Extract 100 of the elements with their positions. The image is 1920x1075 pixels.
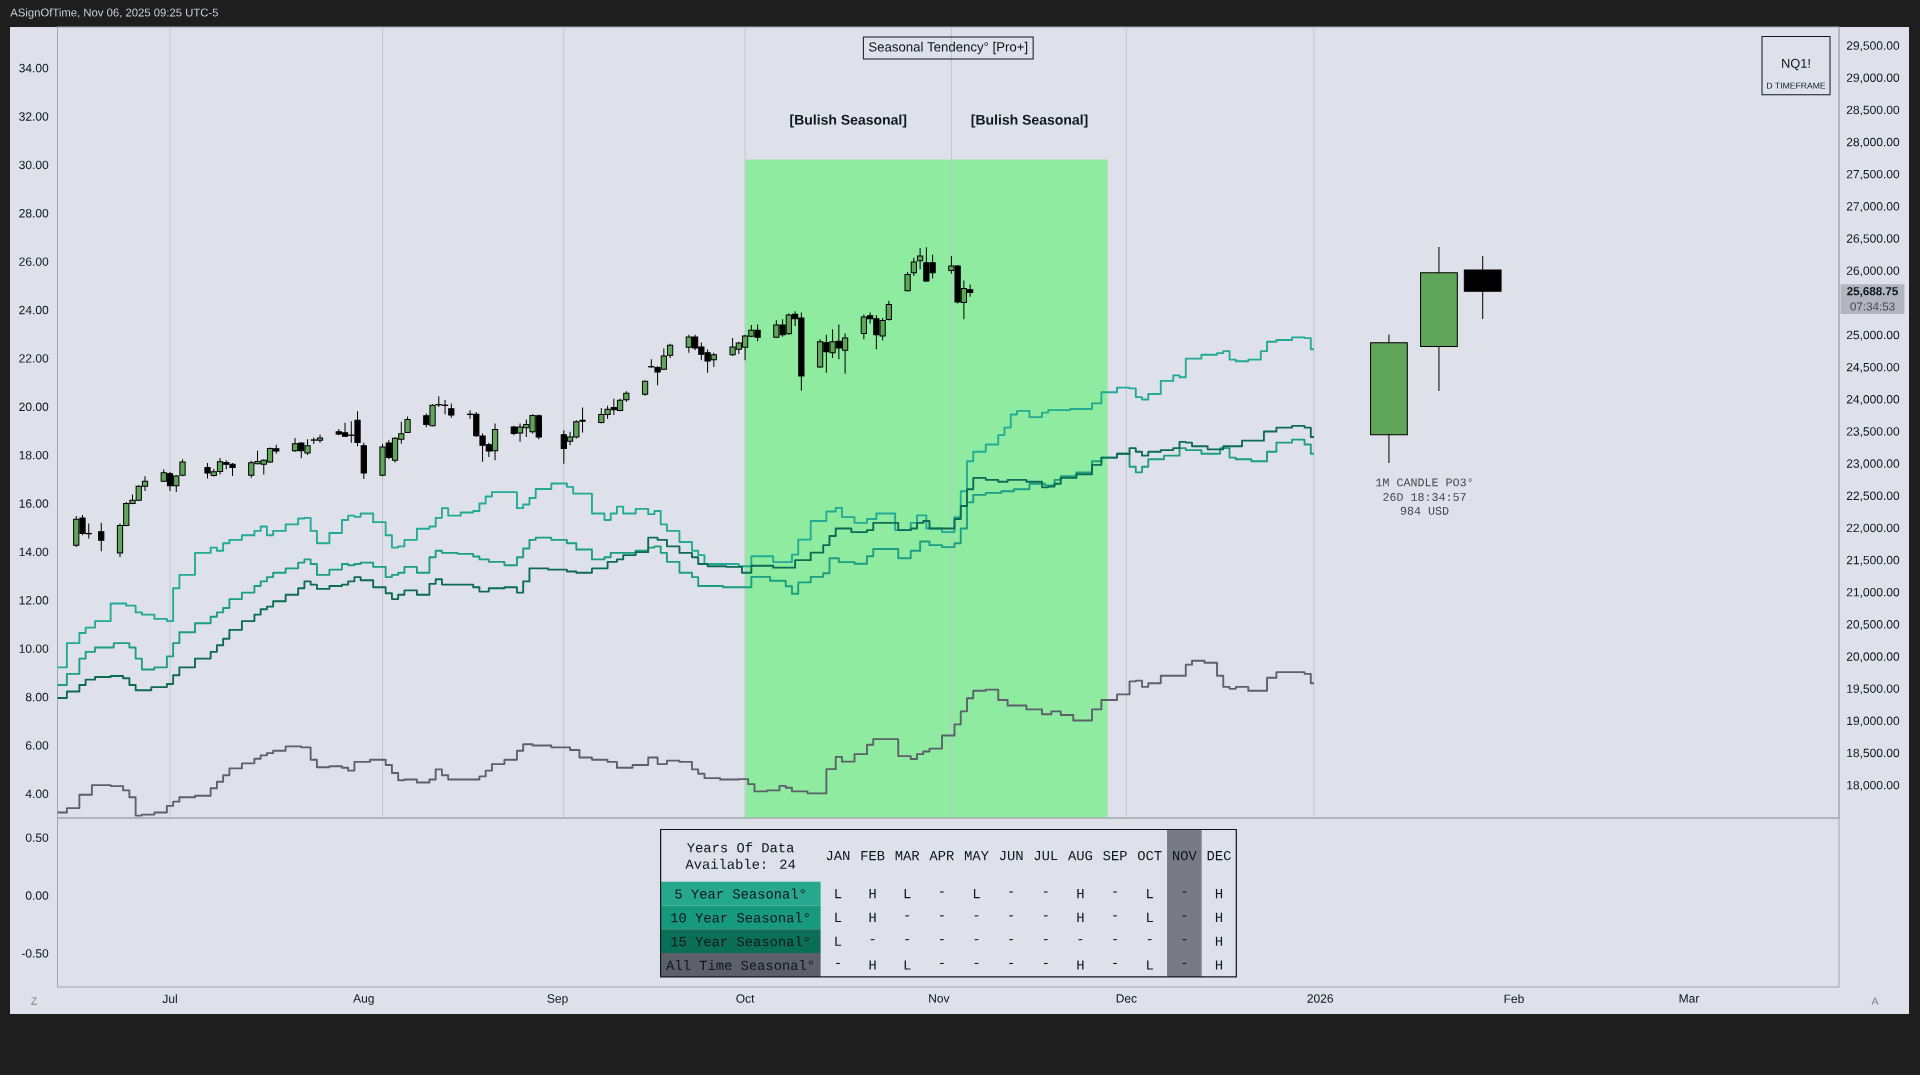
category-label: MAR	[895, 851, 920, 861]
x-tick-label: Mar	[1679, 994, 1700, 1003]
y-tick-label: 30.00	[19, 160, 49, 170]
y-tick-label: 12.00	[19, 596, 49, 605]
y-tick-label: 28.00	[19, 209, 49, 218]
text: Seasonal Tendency° [Pro+]	[869, 41, 1028, 55]
annotation: NQ1!	[1782, 58, 1810, 71]
text: L	[835, 889, 842, 899]
annotation: D TIMEFRAME	[1767, 82, 1826, 89]
x-tick-label: 2026	[1307, 994, 1333, 1003]
y2-tick-label: 19,000.00	[1847, 716, 1900, 727]
text: H	[1215, 889, 1223, 899]
text: -	[939, 939, 944, 941]
y2-tick-label: 29,000.00	[1846, 73, 1900, 84]
y-tick-label: 6.00	[25, 741, 49, 750]
y2-tick-label: 23,000.00	[1846, 459, 1900, 470]
y2-tick-label: 29,500.00	[1846, 41, 1900, 52]
category-label: DEC	[1207, 850, 1231, 861]
y-tick-label: 24.00	[19, 305, 49, 315]
text: H	[1215, 960, 1223, 970]
category-label: OCT	[1137, 850, 1162, 861]
x-tick-label: Nov	[929, 994, 950, 1003]
category-label: 15 Year Seasonal°	[671, 936, 809, 947]
text: -	[974, 939, 979, 941]
y-tick-label: -0.50	[21, 949, 49, 958]
text: A	[1871, 997, 1879, 1005]
text: -	[1113, 891, 1117, 893]
y-tick-label: 22.00	[19, 354, 49, 363]
text: 07:34:53	[1850, 302, 1895, 311]
text: H	[1215, 912, 1223, 922]
y2-tick-label: 26,000.00	[1846, 266, 1900, 277]
y-tick-label: 18.00	[19, 450, 49, 460]
y2-tick-label: 23,500.00	[1846, 427, 1900, 438]
x-tick-label: Aug	[353, 994, 374, 1006]
y2-tick-label: 19,500.00	[1847, 684, 1900, 695]
text: -	[1113, 939, 1117, 941]
annotation: 26D 18:34:57	[1383, 493, 1466, 501]
text: -	[1182, 891, 1187, 893]
x-tick-label: Jul	[162, 994, 177, 1004]
text: -	[974, 915, 979, 917]
text: -	[1078, 939, 1083, 941]
category-label: 10 Year Seasonal°	[671, 912, 809, 923]
text: -	[1113, 962, 1117, 964]
text: -	[1182, 939, 1187, 941]
y2-tick-label: 21,000.00	[1846, 587, 1900, 598]
y2-tick-label: 27,000.00	[1846, 202, 1900, 213]
y-tick-label: 0.50	[25, 833, 49, 842]
text: -	[1009, 891, 1014, 893]
text: -	[1182, 915, 1187, 917]
text: L	[835, 912, 842, 922]
text: -	[905, 939, 910, 941]
y-tick-label: 20.00	[19, 402, 49, 412]
text: -	[1009, 939, 1014, 941]
x-tick-label: Feb	[1504, 994, 1524, 1004]
y-tick-label: 4.00	[25, 789, 49, 799]
y-tick-label: 16.00	[19, 499, 49, 508]
y2-tick-label: 20,000.00	[1846, 652, 1900, 663]
category-label: APR	[929, 851, 954, 861]
y2-tick-label: 24,500.00	[1846, 362, 1900, 373]
band-label: [Bulish Seasonal]	[971, 114, 1088, 128]
text: Z	[31, 997, 37, 1005]
text: L	[1147, 889, 1153, 899]
text: H	[1077, 912, 1084, 922]
text: H	[869, 889, 876, 899]
text: -	[870, 939, 875, 941]
y2-tick-label: 18,000.00	[1847, 780, 1900, 791]
y2-tick-label: 24,000.00	[1846, 395, 1900, 405]
x-tick-label: Dec	[1116, 994, 1137, 1003]
text: -	[1043, 891, 1048, 893]
category-label: SEP	[1103, 850, 1127, 861]
text: H	[1077, 889, 1084, 899]
text: -	[1182, 962, 1187, 964]
y-tick-label: 0.00	[25, 891, 49, 900]
candlestick	[885, 300, 892, 322]
x-tick-label: Sep	[547, 994, 568, 1006]
text: L	[835, 936, 842, 946]
category-label: AUG	[1068, 850, 1092, 861]
text: H	[1215, 936, 1223, 946]
y-tick-label: 10.00	[19, 644, 49, 653]
annotation: 984 USD	[1400, 506, 1449, 515]
y-tick-label: 14.00	[19, 547, 49, 557]
y2-tick-label: 20,500.00	[1846, 620, 1900, 631]
x-tick-label: Oct	[736, 994, 755, 1003]
text: -	[939, 915, 944, 917]
text: Years Of Data Available: 24	[685, 842, 796, 869]
text: L	[904, 960, 911, 970]
y-tick-label: 34.00	[19, 63, 49, 73]
y2-tick-label: 22,000.00	[1846, 523, 1900, 534]
text: -	[905, 915, 910, 917]
text: H	[869, 960, 876, 970]
candlestick	[910, 257, 917, 277]
text: L	[1147, 912, 1153, 922]
y-tick-label: 26.00	[19, 257, 49, 266]
category-label: 5 Year Seasonal°	[675, 888, 805, 899]
text: -	[1009, 962, 1014, 964]
text: -	[1043, 915, 1048, 917]
band-label: [Bulish Seasonal]	[790, 114, 907, 128]
text: H	[869, 912, 876, 922]
text: -	[1113, 915, 1117, 917]
text: -	[939, 962, 944, 964]
